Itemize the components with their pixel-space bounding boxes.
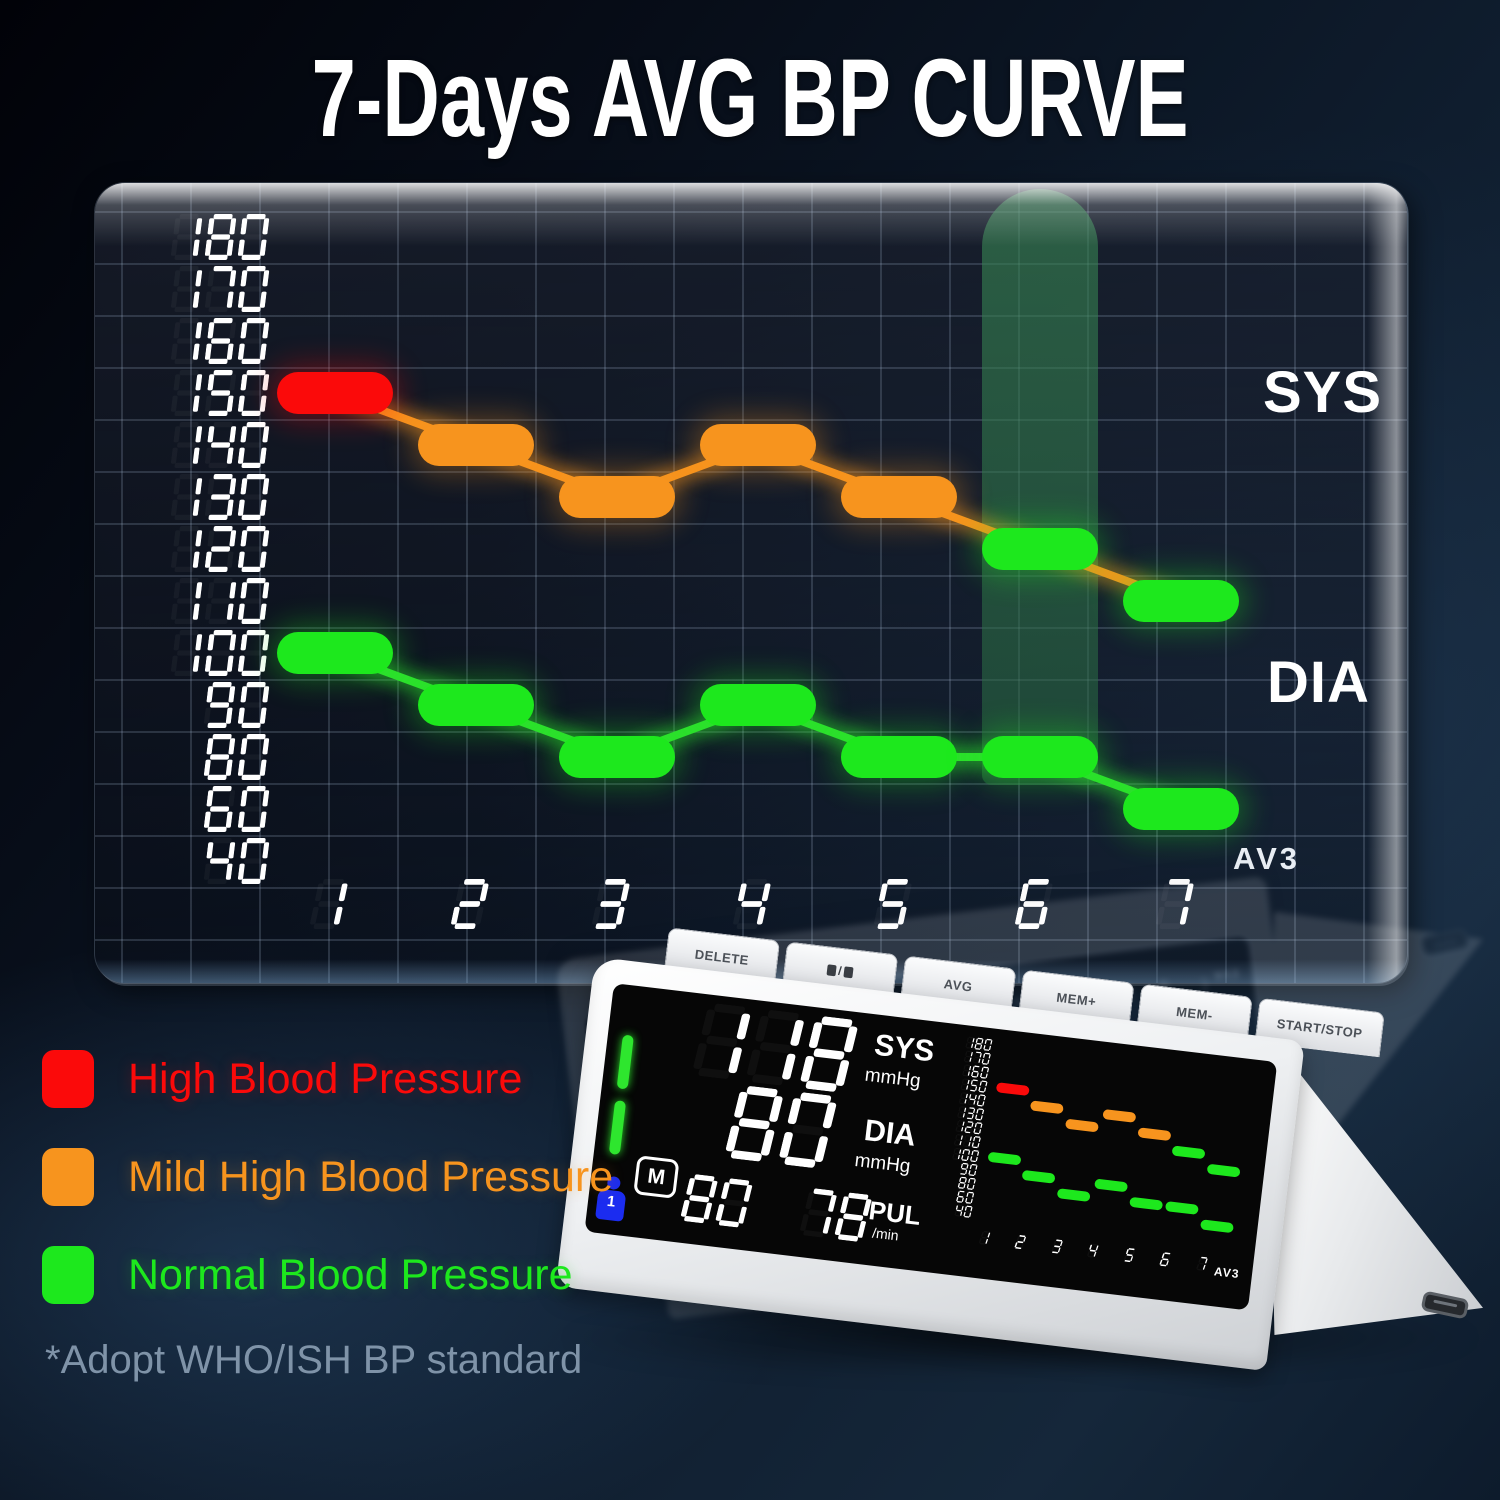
x-label-3 (1051, 1239, 1063, 1259)
legend-item-mild: Mild High Blood Pressure (42, 1148, 613, 1206)
x-label-3 (592, 879, 630, 934)
y-tick-90 (204, 682, 270, 733)
dia-point-day-1 (277, 632, 393, 674)
device-button-label: AVG (943, 975, 974, 995)
dia-point-day-4 (1094, 1178, 1129, 1193)
x-label-7 (1156, 879, 1194, 934)
y-tick-100 (170, 630, 270, 681)
y-tick-150 (170, 370, 270, 421)
legend-swatch-mild-icon (42, 1148, 94, 1206)
dia-point-day-7 (1123, 788, 1239, 830)
dia-point-day-2 (1021, 1169, 1056, 1184)
y-tick-160 (170, 318, 270, 369)
x-label-1 (978, 1230, 991, 1250)
legend-swatch-high-icon (42, 1050, 94, 1108)
highlighted-day-column (982, 189, 1098, 785)
x-label-5 (1123, 1248, 1136, 1268)
user-switch-icon: / (826, 962, 854, 979)
y-tick-110 (170, 578, 270, 629)
sys-series-label: SYS (1263, 360, 1383, 425)
y-tick-80 (204, 734, 270, 785)
x-label-2 (1014, 1235, 1027, 1255)
legend-label-mild: Mild High Blood Pressure (128, 1152, 614, 1201)
legend-swatch-normal-icon (42, 1246, 94, 1304)
memory-icon-letter: M (646, 1164, 667, 1189)
sys-point-day-4 (1102, 1108, 1137, 1123)
x-label-7 (1196, 1256, 1208, 1276)
device-mini-chart: AV3 (920, 1027, 1273, 1308)
x-label-2 (451, 879, 489, 934)
dia-point-day-3 (1056, 1188, 1091, 1202)
x-label-4 (1087, 1243, 1100, 1263)
footnote: *Adopt WHO/ISH BP standard (45, 1338, 583, 1382)
device-button-label: DELETE (694, 946, 750, 968)
sys-reading-digits (693, 1002, 858, 1098)
memory-icon: M (633, 1155, 680, 1199)
legend-label-normal: Normal Blood Pressure (128, 1250, 573, 1299)
legend-item-normal: Normal Blood Pressure (42, 1246, 613, 1304)
pulse-unit: /min (871, 1224, 900, 1244)
sys-point-day-2 (418, 424, 534, 466)
sys-point-day-1 (277, 372, 393, 414)
dia-point-day-1 (987, 1151, 1021, 1166)
legend-item-high: High Blood Pressure (42, 1050, 613, 1108)
page-title: 7-Days AVG BP CURVE (311, 36, 1189, 160)
sys-label: SYS (872, 1028, 937, 1069)
sys-point-day-6 (982, 528, 1098, 570)
dia-point-day-4 (700, 684, 816, 726)
device-screen: M 1 SYS mmHg DIA mmHg PUL (584, 983, 1278, 1311)
legend: High Blood Pressure Mild High Blood Pres… (42, 1050, 613, 1304)
pulse-reading-digits (800, 1187, 872, 1247)
dia-point-day-3 (559, 736, 675, 778)
sys-point-day-7 (1206, 1163, 1241, 1178)
dia-series-label: DIA (1267, 650, 1370, 715)
bp-chart-panel: SYS DIA AV3 (95, 183, 1407, 983)
sys-point-day-5 (841, 476, 957, 518)
x-label-1 (310, 879, 348, 934)
sys-point-day-4 (700, 424, 816, 466)
sys-point-day-2 (1029, 1100, 1064, 1115)
bp-monitor-device: DELETE / AVG MEM+ MEM- START/STOP M 1 SYS (555, 915, 1500, 1375)
y-tick-40 (204, 838, 270, 889)
memory-reading-digits (680, 1173, 753, 1233)
dia-point-day-7 (1199, 1219, 1234, 1234)
sys-point-day-5 (1136, 1127, 1171, 1142)
y-tick-120 (170, 526, 270, 577)
dia-point-day-6 (982, 736, 1098, 778)
dia-point-day-5 (1128, 1196, 1163, 1211)
x-label-4 (733, 879, 771, 934)
y-tick-60 (204, 786, 270, 837)
device-button-label: MEM- (1175, 1003, 1214, 1023)
y-tick-180 (170, 214, 270, 265)
sys-point-day-3 (559, 476, 675, 518)
sys-point-day-7 (1123, 580, 1239, 622)
y-tick-40 (954, 1203, 973, 1223)
sys-point-day-3 (1064, 1118, 1099, 1133)
y-tick-170 (170, 266, 270, 317)
dia-reading-digits (725, 1084, 837, 1174)
avg-mode-label: AV3 (1233, 841, 1301, 876)
dia-point-day-5 (841, 736, 957, 778)
x-label-5 (874, 879, 912, 934)
y-tick-140 (170, 422, 270, 473)
dia-point-day-6 (1164, 1201, 1199, 1215)
bp-chart-plot-area (95, 183, 1407, 983)
device-button-label: START/STOP (1276, 1015, 1364, 1041)
x-label-6 (1015, 879, 1053, 934)
sys-unit: mmHg (863, 1064, 922, 1093)
x-label-6 (1159, 1252, 1172, 1272)
y-tick-130 (170, 474, 270, 525)
sys-point-day-1 (995, 1082, 1030, 1096)
device-button-label: MEM+ (1055, 989, 1098, 1009)
sys-point-day-6 (1171, 1145, 1206, 1160)
dia-label: DIA (862, 1113, 918, 1153)
level-indicator-bar (616, 1034, 634, 1090)
legend-label-high: High Blood Pressure (128, 1054, 523, 1103)
avg-mode-label: AV3 (1213, 1264, 1241, 1282)
dia-unit: mmHg (853, 1149, 912, 1178)
dia-point-day-2 (418, 684, 534, 726)
